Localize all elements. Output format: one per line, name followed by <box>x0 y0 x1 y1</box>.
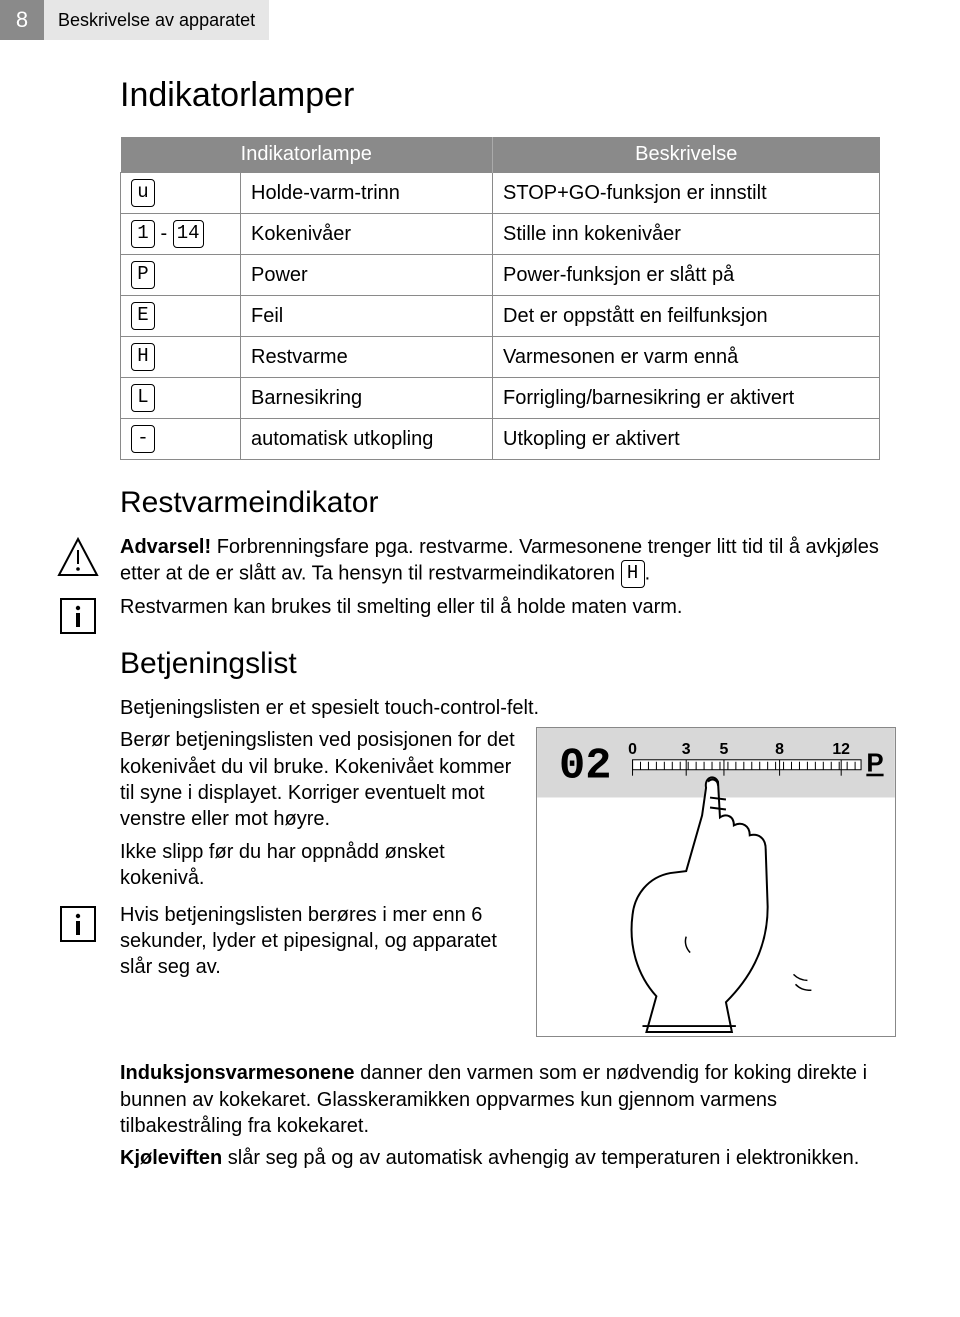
row-label: Feil <box>241 296 493 337</box>
warning-icon <box>56 536 100 580</box>
row-label: Restvarme <box>241 337 493 378</box>
row-symbol: P <box>121 255 241 296</box>
betjening-row: Berør betjeningslisten ved posisjonen fo… <box>120 727 896 1042</box>
info-touch-block: Hvis betjeningslisten berøres i mer enn … <box>120 902 518 981</box>
touch-figure: 02 0 3 5 8 <box>536 727 896 1037</box>
heading-indikatorlamper: Indikatorlamper <box>120 76 896 115</box>
fig-tick-3: 3 <box>682 741 691 758</box>
symbol-box: P <box>131 261 155 289</box>
row-symbol: L <box>121 378 241 419</box>
row-symbol: E <box>121 296 241 337</box>
fig-tick-12: 12 <box>832 741 850 758</box>
symbol-box: 14 <box>173 220 204 248</box>
betjening-p1: Berør betjeningslisten ved posisjonen fo… <box>120 727 518 833</box>
row-symbol: 1 - 14 <box>121 214 241 255</box>
th-beskrivelse: Beskrivelse <box>493 137 880 173</box>
heading-betjeningslist: Betjeningslist <box>120 647 896 681</box>
row-description: Forrigling/barnesikring er aktivert <box>493 378 880 419</box>
table-row: u Holde-varm-trinnSTOP+GO-funksjon er inn… <box>121 173 880 214</box>
row-label: Holde-varm-trinn <box>241 173 493 214</box>
table-row: - automatisk utkoplingUtkopling er aktive… <box>121 419 880 460</box>
page: 8 Beskrivelse av apparatet Indikatorlamp… <box>0 0 960 1202</box>
fig-display: 02 <box>559 743 611 792</box>
symbol-box: E <box>131 302 155 330</box>
row-description: Power-funksjon er slått på <box>493 255 880 296</box>
th-indikatorlampe: Indikatorlampe <box>121 137 493 173</box>
row-symbol: - <box>121 419 241 460</box>
info-restvarme-text: Restvarmen kan brukes til smelting eller… <box>120 594 896 620</box>
kjolevifte-lead: Kjøleviften <box>120 1147 222 1169</box>
betjening-p2: Ikke slipp før du har oppnådd ønsket kok… <box>120 839 518 892</box>
row-label: Barnesikring <box>241 378 493 419</box>
warning-tail: . <box>645 563 651 585</box>
induksjon-lead: Induksjonsvarmesonene <box>120 1062 355 1084</box>
warning-text: Advarsel! Forbrenningsfare pga. restvarm… <box>120 534 896 588</box>
info-touch-text: Hvis betjeningslisten berøres i mer enn … <box>120 902 518 981</box>
info-icon <box>56 594 100 638</box>
info-restvarme-block: Restvarmen kan brukes til smelting eller… <box>120 594 896 620</box>
induksjon-para: Induksjonsvarmesonene danner den varmen … <box>120 1060 896 1139</box>
fig-tick-5: 5 <box>720 741 729 758</box>
symbol-box: - <box>131 425 155 453</box>
page-number: 8 <box>0 0 44 40</box>
symbol-box: u <box>131 179 155 207</box>
warning-body: Forbrenningsfare pga. restvarme. Varmeso… <box>120 536 879 585</box>
table-row: E FeilDet er oppstått en feilfunksjon <box>121 296 880 337</box>
row-label: automatisk utkopling <box>241 419 493 460</box>
section-label: Beskrivelse av apparatet <box>44 0 269 40</box>
indicator-table: Indikatorlampe Beskrivelse u Holde-varm-t… <box>120 137 880 460</box>
row-symbol: H <box>121 337 241 378</box>
page-header: 8 Beskrivelse av apparatet <box>0 0 960 40</box>
table-row: 1 - 14KokenivåerStille inn kokenivåer <box>121 214 880 255</box>
kjolevifte-text: slår seg på og av automatisk avhengig av… <box>222 1147 859 1169</box>
row-description: Det er oppstått en feilfunksjon <box>493 296 880 337</box>
symbol-box: L <box>131 384 155 412</box>
betjening-figure-col: 02 0 3 5 8 <box>536 727 896 1042</box>
fig-tick-8: 8 <box>775 741 784 758</box>
row-label: Power <box>241 255 493 296</box>
row-description: STOP+GO-funksjon er innstilt <box>493 173 880 214</box>
fig-p-label: P <box>866 750 883 778</box>
info-icon <box>56 902 100 946</box>
symbol-box: 1 <box>131 220 155 248</box>
content: Indikatorlamper Indikatorlampe Beskrivel… <box>0 40 960 1172</box>
table-row: H RestvarmeVarmesonen er varm ennå <box>121 337 880 378</box>
table-row: L BarnesikringForrigling/barnesikring er … <box>121 378 880 419</box>
warning-lead: Advarsel! <box>120 536 217 558</box>
row-description: Varmesonen er varm ennå <box>493 337 880 378</box>
betjening-intro: Betjeningslisten er et spesielt touch-co… <box>120 695 896 721</box>
symbol-box: H <box>131 343 155 371</box>
row-label: Kokenivåer <box>241 214 493 255</box>
warning-symbol-h: H <box>621 560 645 588</box>
betjening-textcol: Berør betjeningslisten ved posisjonen fo… <box>120 727 518 987</box>
table-row: P PowerPower-funksjon er slått på <box>121 255 880 296</box>
fig-tick-0: 0 <box>628 741 637 758</box>
row-description: Stille inn kokenivåer <box>493 214 880 255</box>
row-symbol: u <box>121 173 241 214</box>
heading-restvarmeindikator: Restvarmeindikator <box>120 486 896 520</box>
row-description: Utkopling er aktivert <box>493 419 880 460</box>
warning-block: Advarsel! Forbrenningsfare pga. restvarm… <box>120 534 896 588</box>
kjolevifte-para: Kjøleviften slår seg på og av automatisk… <box>120 1145 896 1171</box>
